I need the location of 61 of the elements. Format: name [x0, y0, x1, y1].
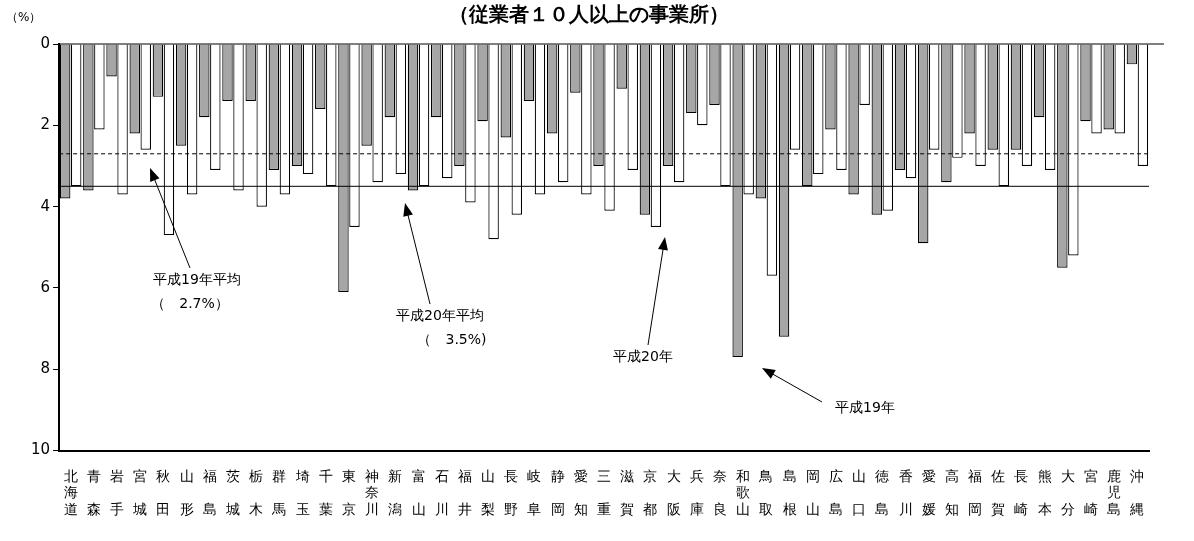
category-label: 島根	[782, 467, 797, 518]
category-label: 埼玉	[295, 467, 310, 518]
category-label: 香川	[898, 467, 913, 518]
x-tick-label: 鹿児島	[1107, 467, 1122, 518]
y-tick-label: 8	[40, 359, 51, 378]
category-label: 福岡	[968, 467, 983, 518]
y-axis-title: （%）	[6, 10, 42, 25]
annotation: 平成20年平均	[396, 306, 484, 323]
category-label: 茨城	[226, 467, 241, 518]
category-label: 大分	[1060, 467, 1075, 518]
category-label: 宮崎	[1084, 467, 1099, 518]
category-label: 山梨	[481, 467, 496, 518]
y-tick-label: 0	[40, 33, 51, 52]
category-label: 福島	[202, 467, 217, 518]
category-label: 愛知	[573, 467, 588, 518]
annotation: （ 2.7%）	[151, 294, 229, 311]
category-label: 三重	[597, 467, 612, 518]
category-label: 富山	[411, 467, 426, 518]
category-label: 鳥取	[759, 467, 774, 518]
category-label: 兵庫	[689, 467, 704, 518]
category-label: 群馬	[272, 467, 287, 518]
category-label: 岡山	[805, 467, 820, 518]
category-label: 大阪	[666, 467, 681, 518]
x-tick-label: 和歌山	[736, 467, 751, 518]
category-label: 佐賀	[991, 467, 1006, 518]
category-label: 秋田	[156, 467, 171, 518]
category-label: 山形	[179, 467, 194, 518]
category-label: 高知	[944, 467, 959, 518]
category-label: 徳島	[875, 467, 890, 518]
category-label: 滋賀	[620, 467, 635, 518]
y-tick-label: 6	[40, 277, 51, 296]
category-label: 宮城	[133, 467, 148, 518]
category-label: 広島	[828, 467, 843, 518]
category-label: 長崎	[1014, 467, 1029, 518]
x-tick-label: 北海道	[63, 467, 78, 518]
category-label: 京都	[643, 467, 658, 518]
category-label: 愛媛	[921, 467, 936, 518]
category-label: 東京	[341, 467, 356, 518]
category-label: 熊本	[1037, 467, 1052, 518]
category-label: 長野	[504, 467, 519, 518]
category-label: 石川	[434, 467, 449, 518]
y-tick-label: 4	[40, 196, 51, 215]
y-tick-label: 2	[40, 115, 51, 134]
category-label: 山口	[852, 467, 867, 518]
x-tick-label: 神奈川	[365, 467, 380, 518]
category-label: 静岡	[550, 467, 565, 518]
annotation: 平成19年	[835, 398, 895, 415]
y-tick-label: 10	[30, 440, 51, 459]
category-label: 福井	[457, 467, 472, 518]
category-label: 沖縄	[1130, 467, 1145, 518]
category-label: 岐阜	[527, 467, 542, 518]
category-label: 岩手	[110, 467, 125, 518]
annotation: （ 3.5%)	[417, 330, 487, 347]
chart-title: （従業者１０人以上の事業所）	[448, 2, 729, 27]
annotation: 平成20年	[613, 347, 673, 364]
category-label: 千葉	[318, 467, 333, 518]
category-label: 青森	[86, 467, 101, 518]
category-label: 新潟	[388, 467, 403, 518]
category-label: 奈良	[712, 467, 727, 518]
category-label: 栃木	[249, 467, 264, 518]
annotation: 平成19年平均	[153, 270, 241, 287]
